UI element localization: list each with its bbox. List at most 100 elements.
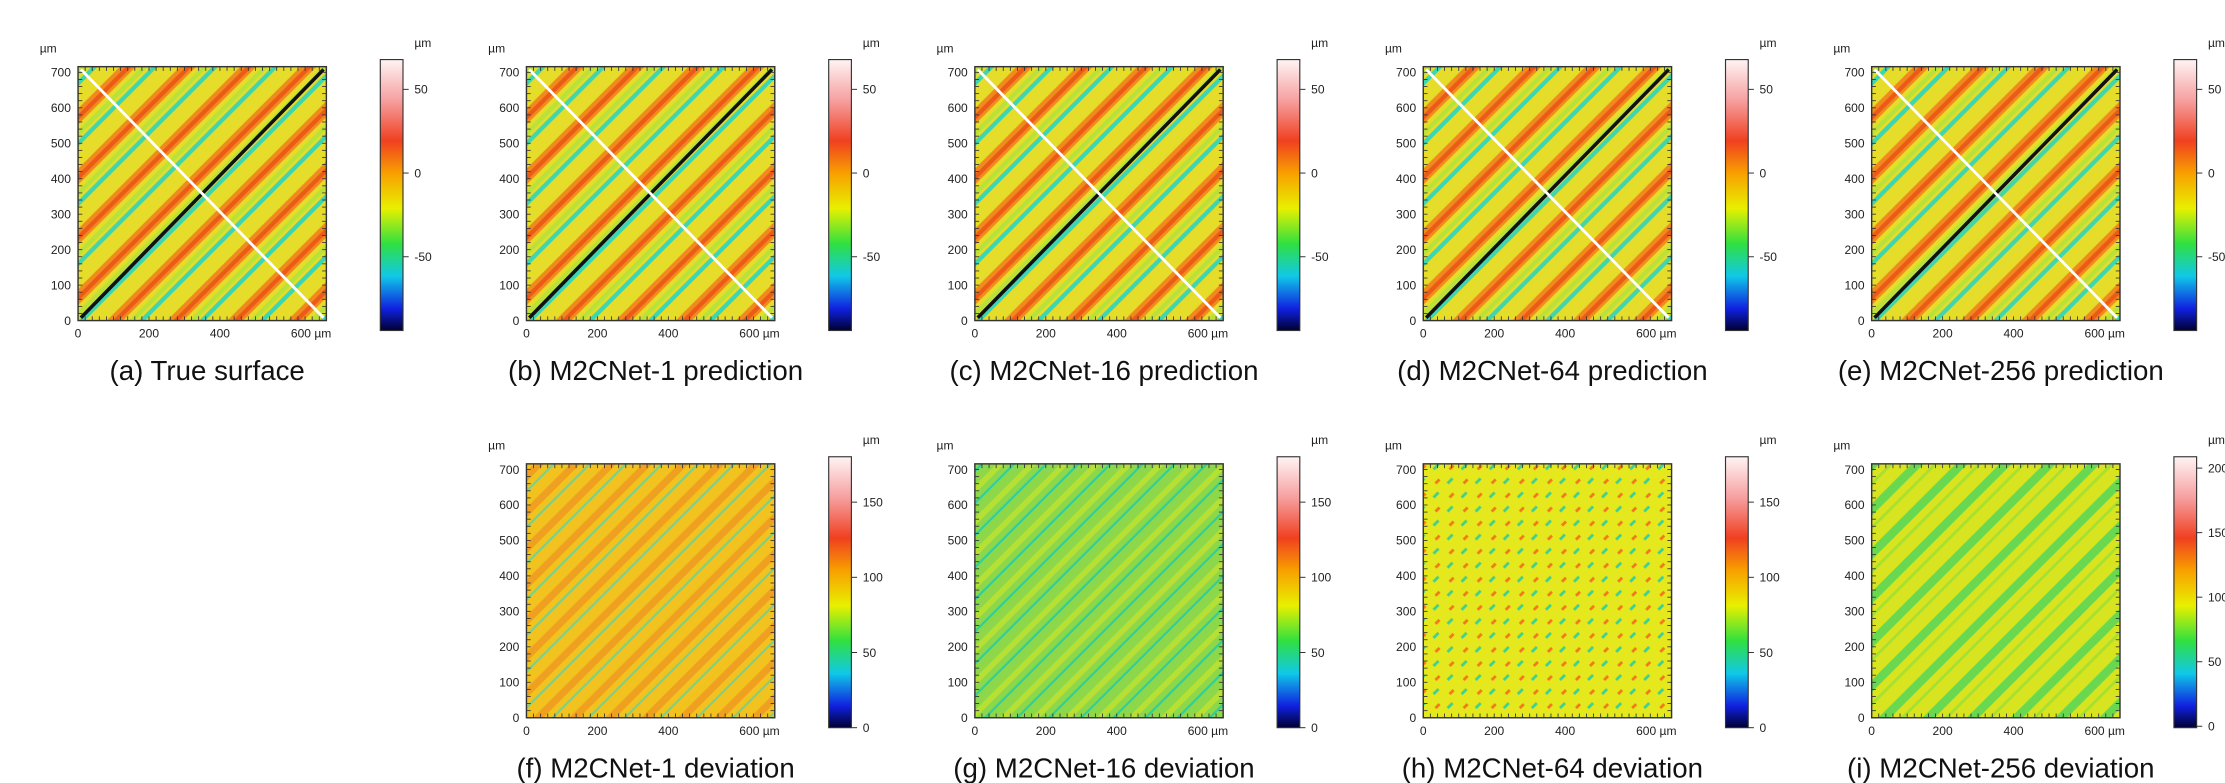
profile-line (528, 68, 773, 319)
y-tick-label: 0 (513, 314, 520, 328)
y-tick-label: 200 (948, 640, 968, 654)
y-tick-label: 500 (1396, 137, 1416, 151)
y-tick-label: 100 (1396, 676, 1416, 690)
x-tick-label: 400 (1555, 724, 1575, 738)
x-tick-label: 600 µm (739, 327, 779, 341)
y-tick-label: 400 (948, 569, 968, 583)
caption: (b) M2CNet-1 prediction (508, 355, 803, 386)
y-tick-label: 700 (1396, 66, 1416, 80)
y-tick-label: 700 (1396, 463, 1416, 477)
y-tick-label: 0 (1858, 314, 1865, 328)
x-tick-label: 400 (1555, 327, 1575, 341)
x-tick-label: 400 (658, 327, 678, 341)
x-tick-label: 0 (1868, 724, 1875, 738)
y-tick-label: 700 (51, 66, 71, 80)
y-tick-label: 500 (499, 137, 519, 151)
x-tick-label: 400 (2004, 724, 2024, 738)
y-tick-label: 300 (948, 207, 968, 221)
y-tick-label: 100 (948, 676, 968, 690)
x-tick-label: 200 (587, 327, 607, 341)
x-tick-label: 400 (1107, 327, 1127, 341)
colorbar-label: 50 (2208, 655, 2222, 669)
caption: (d) M2CNet-64 prediction (1397, 355, 1708, 386)
y-tick-label: 100 (499, 278, 519, 292)
y-tick-label: 0 (961, 314, 968, 328)
colorbar-label: 50 (1760, 83, 1774, 97)
y-tick-label: 600 (1396, 101, 1416, 115)
y-tick-label: 200 (948, 243, 968, 257)
profile-line (1425, 68, 1670, 319)
colorbar-label: 100 (863, 571, 883, 585)
y-tick-label: 500 (1844, 137, 1864, 151)
colorbar-label: 50 (1311, 83, 1325, 97)
x-tick-label: 0 (972, 327, 979, 341)
colorbar-label: 50 (2208, 83, 2222, 97)
colorbar (1276, 59, 1301, 332)
colorbar-label: 200 (2208, 461, 2225, 475)
surface-map (525, 463, 776, 719)
y-tick-label: 600 (948, 101, 968, 115)
axis-unit: µm (488, 439, 505, 453)
axis-unit: µm (937, 439, 954, 453)
colorbar-unit: µm (863, 36, 880, 50)
y-tick-label: 100 (499, 676, 519, 690)
y-tick-label: 300 (499, 207, 519, 221)
axis-unit: µm (40, 41, 57, 55)
x-tick-label: 600 µm (2085, 724, 2125, 738)
y-tick-label: 500 (499, 534, 519, 548)
y-tick-label: 600 (499, 101, 519, 115)
colorbar-label: 50 (414, 83, 428, 97)
y-tick-label: 400 (1844, 172, 1864, 186)
y-tick-label: 200 (1396, 243, 1416, 257)
y-tick-label: 0 (1858, 711, 1865, 725)
y-tick-label: 600 (51, 101, 71, 115)
surface-map (1870, 463, 2121, 719)
y-tick-label: 300 (1844, 605, 1864, 619)
caption: (e) M2CNet-256 prediction (1838, 355, 2164, 386)
colorbar-label: 100 (1760, 571, 1780, 585)
y-tick-label: 700 (948, 66, 968, 80)
x-tick-label: 400 (2004, 327, 2024, 341)
y-tick-label: 0 (1409, 314, 1416, 328)
colorbar (828, 59, 852, 332)
colorbar-label: 150 (1760, 495, 1780, 509)
colorbar-label: 0 (1311, 166, 1318, 180)
y-tick-label: 700 (499, 66, 519, 80)
x-tick-label: 200 (139, 327, 159, 341)
x-tick-label: 0 (523, 327, 530, 341)
y-tick-label: 700 (1844, 463, 1864, 477)
x-tick-label: 600 µm (1636, 327, 1676, 341)
y-tick-label: 100 (948, 278, 968, 292)
colorbar-label: 50 (863, 646, 877, 660)
y-tick-label: 400 (499, 569, 519, 583)
colorbar-label: 50 (1311, 646, 1325, 660)
axis-unit: µm (1833, 439, 1850, 453)
y-tick-label: 100 (1396, 278, 1416, 292)
y-tick-label: 400 (499, 172, 519, 186)
x-tick-label: 0 (1420, 327, 1427, 341)
colorbar-unit: µm (2208, 433, 2225, 447)
colorbar (379, 59, 404, 332)
y-tick-label: 600 (948, 498, 968, 512)
colorbar-label: 150 (1311, 495, 1331, 509)
colorbar-unit: µm (1760, 36, 1777, 50)
colorbar-unit: µm (414, 36, 431, 50)
y-tick-label: 100 (51, 278, 71, 292)
y-tick-label: 100 (1844, 676, 1864, 690)
caption: (a) True surface (110, 355, 305, 386)
y-tick-label: 500 (948, 534, 968, 548)
y-tick-label: 0 (961, 711, 968, 725)
colorbar-label: 150 (2208, 526, 2225, 540)
x-tick-label: 200 (587, 724, 607, 738)
y-tick-label: 400 (1396, 569, 1416, 583)
colorbar (1724, 59, 1749, 332)
y-tick-label: 700 (499, 463, 519, 477)
y-tick-label: 400 (1844, 569, 1864, 583)
y-tick-label: 600 (1844, 101, 1864, 115)
colorbar-label: 0 (863, 721, 870, 735)
